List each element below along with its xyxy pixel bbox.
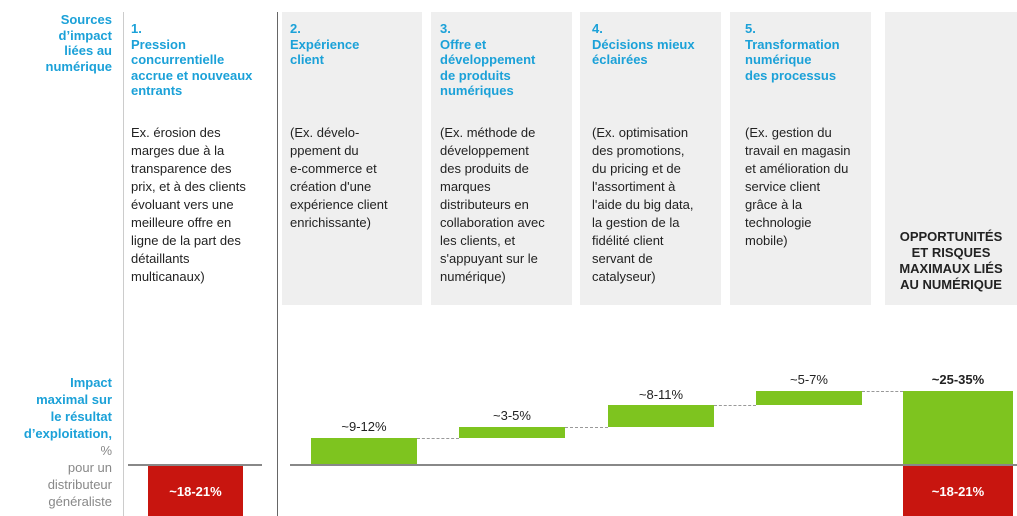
- column-bg: [580, 12, 721, 305]
- column-title: 5. Transformation numérique des processu…: [745, 21, 840, 83]
- bar-label: ~5-7%: [790, 372, 828, 387]
- total-bar: [903, 391, 1013, 464]
- bar: [311, 438, 417, 464]
- bar-label: ~18-21%: [931, 483, 985, 499]
- column-text: (Ex. méthode de développement des produi…: [440, 125, 545, 284]
- column-title: 4. Décisions mieux éclairées: [592, 21, 695, 67]
- row-label: Impact maximal sur le résultat d’exploit…: [23, 375, 112, 441]
- bar-label: ~8-11%: [638, 387, 684, 402]
- bar-label: ~9-12%: [341, 419, 387, 434]
- risk-bar: ~18-21%: [148, 466, 243, 516]
- unit: %: [100, 443, 112, 458]
- bar: [756, 391, 862, 405]
- bar-label: ~3-5%: [493, 408, 531, 423]
- connector: [565, 427, 608, 428]
- row-label: Sources d’impact liées au numérique: [45, 12, 112, 74]
- connector: [862, 391, 903, 392]
- separator: [277, 12, 278, 516]
- column-bg: [282, 12, 422, 305]
- connector: [417, 438, 459, 439]
- column-bg: [730, 12, 871, 305]
- column-text: (Ex. optimisation des promotions, du pri…: [592, 125, 694, 284]
- note: pour un distributeur généraliste: [47, 460, 112, 509]
- bar: [608, 405, 714, 427]
- column-title: 1. Pression concurrentielle accrue et no…: [131, 21, 253, 98]
- baseline: [290, 464, 1017, 466]
- row-label-group: Impact maximal sur le résultat d’exploit…: [0, 374, 112, 510]
- separator: [123, 12, 124, 516]
- baseline: [128, 464, 262, 466]
- column-bg: [885, 12, 1017, 305]
- total-title: OPPORTUNITÉS ET RISQUES MAXIMAUX LIÉS AU…: [899, 229, 1003, 292]
- column-text: (Ex. gestion du travail en magasin et am…: [745, 125, 851, 248]
- column-title: 3. Offre et développement de produits nu…: [440, 21, 536, 98]
- column-bg: [431, 12, 572, 305]
- bar-label: ~18-21%: [169, 483, 222, 499]
- bar-label: ~25-35%: [931, 372, 985, 387]
- bar: [459, 427, 565, 438]
- connector: [714, 405, 756, 406]
- column-text: Ex. érosion des marges due à la transpar…: [131, 125, 246, 284]
- risk-bar: ~18-21%: [903, 466, 1013, 516]
- column-title: 2. Expérience client: [290, 21, 360, 67]
- column-text: (Ex. dévelo- ppement du e-commerce et cr…: [290, 125, 388, 230]
